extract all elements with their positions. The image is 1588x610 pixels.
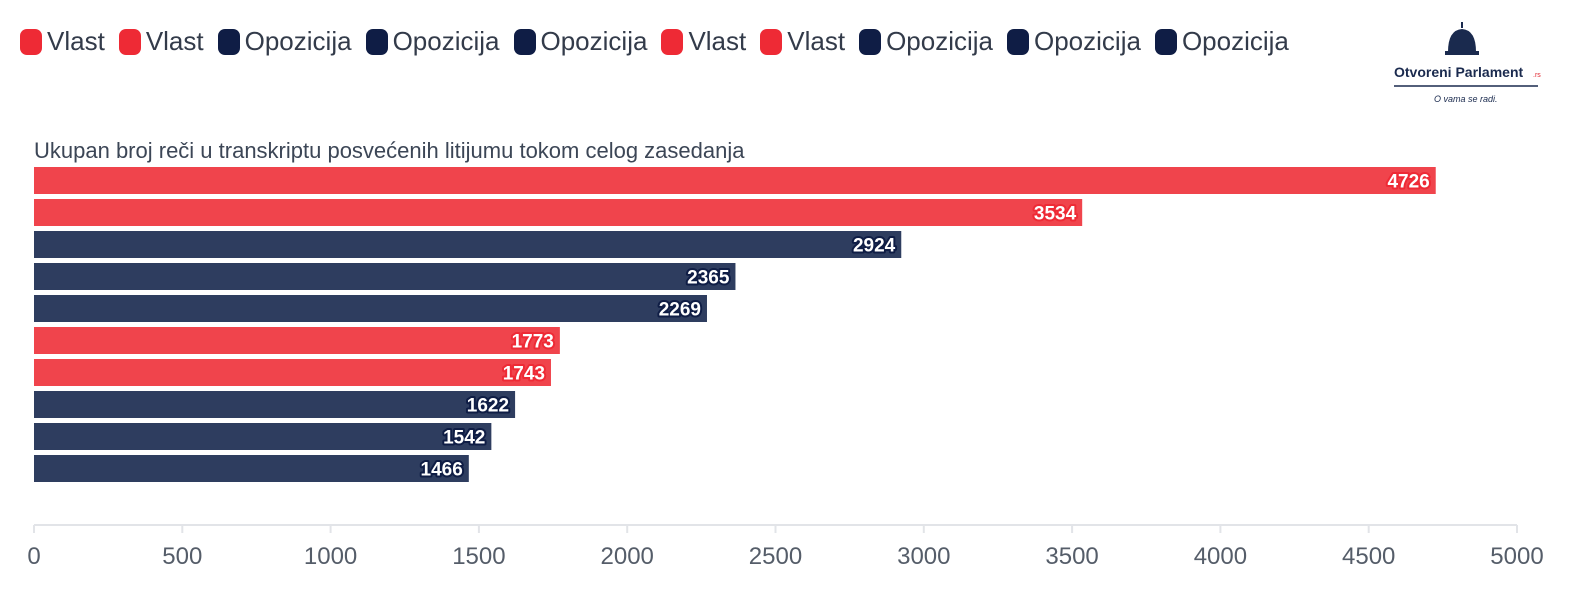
legend-label: Opozicija <box>540 26 648 56</box>
x-tick-label: 0 <box>27 543 40 570</box>
x-tick-label: 3500 <box>1045 543 1098 570</box>
legend: Vlast Vlast Opozicija Opozicija Opozicija Vla… <box>20 26 1289 57</box>
legend-swatch <box>513 28 536 55</box>
legend-item[interactable]: Opozicija <box>859 26 993 57</box>
legend-item[interactable]: Vlast <box>661 26 746 57</box>
x-tick-label: 5000 <box>1490 543 1543 570</box>
bar <box>34 359 551 386</box>
logo-suffix: .rs <box>1533 72 1541 79</box>
x-tick-label: 2000 <box>601 543 654 570</box>
legend-item[interactable]: Opozicija <box>217 26 352 57</box>
legend-item[interactable]: Opozicija <box>1007 26 1141 57</box>
legend-item[interactable]: Vlast <box>760 26 845 57</box>
bar-value-label: 2924 <box>853 236 896 257</box>
legend-swatch <box>217 28 240 55</box>
bar-value-label: 1542 <box>443 428 485 449</box>
legend-item[interactable]: Vlast <box>118 26 204 57</box>
legend-label: Opozicija <box>1181 26 1289 56</box>
legend-swatch <box>859 28 882 55</box>
bar <box>34 199 1083 226</box>
x-tick-label: 1000 <box>304 543 357 570</box>
bar-value-label: 1622 <box>467 396 509 417</box>
bar-value-label: 1743 <box>503 364 545 385</box>
bar <box>34 263 736 290</box>
x-tick-label: 4000 <box>1194 543 1247 570</box>
bar <box>34 231 902 258</box>
bar-value-label: 1466 <box>421 460 463 481</box>
x-tick-label: 1500 <box>452 543 505 570</box>
bar <box>34 455 469 482</box>
logo-text: Otvoreni Parlament <box>1394 64 1523 80</box>
legend-swatch <box>1007 28 1029 55</box>
bar-value-label: 2269 <box>659 300 701 321</box>
legend-item[interactable]: Opozicija <box>365 26 500 57</box>
legend-label: Opozicija <box>392 26 500 56</box>
legend-label: Opozicija <box>244 26 352 56</box>
legend-swatch <box>1154 28 1177 55</box>
bar-value-label: 3534 <box>1034 204 1077 225</box>
dome-icon <box>1445 22 1479 55</box>
bar <box>34 167 1436 194</box>
legend-label: Opozicija <box>886 26 993 56</box>
bar <box>34 327 560 354</box>
legend-swatch <box>118 28 141 55</box>
legend-swatch <box>20 28 42 55</box>
x-tick-label: 4500 <box>1342 543 1395 570</box>
x-tick-label: 500 <box>162 543 202 570</box>
legend-label: Vlast <box>787 26 846 56</box>
legend-swatch <box>760 28 783 55</box>
bar <box>34 391 516 418</box>
legend-swatch <box>365 28 388 55</box>
bar <box>34 423 492 450</box>
legend-item[interactable]: Opozicija <box>513 26 648 57</box>
legend-label: Vlast <box>145 26 204 56</box>
bar-value-label: 2365 <box>687 268 730 289</box>
legend-label: Vlast <box>688 26 747 56</box>
legend-label: Opozicija <box>1034 26 1141 56</box>
x-tick-label: 3000 <box>897 543 950 570</box>
legend-item[interactable]: Opozicija <box>1154 26 1289 57</box>
chart-title: Ukupan broj reči u transkriptu posvećeni… <box>34 138 745 163</box>
bar-value-label: 4726 <box>1387 172 1429 193</box>
logo-tagline: O vama se radi. <box>1434 94 1498 104</box>
legend-label: Vlast <box>47 26 105 56</box>
x-tick-label: 2500 <box>749 543 802 570</box>
bar <box>34 295 707 322</box>
bar-value-label: 1773 <box>512 332 554 353</box>
legend-item[interactable]: Vlast <box>20 26 105 57</box>
otvoreni-parlament-logo: Otvoreni Parlament .rs O vama se radi. <box>1394 22 1541 104</box>
legend-swatch <box>661 28 684 55</box>
